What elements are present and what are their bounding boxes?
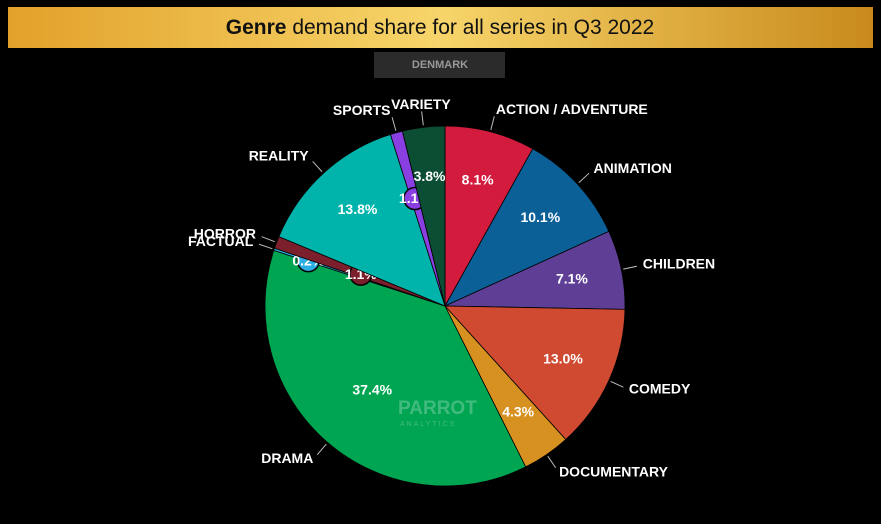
leader-line	[316, 443, 327, 455]
category-label: FACTUAL	[188, 233, 254, 249]
subtitle-box	[374, 52, 505, 78]
category-label: REALITY	[249, 148, 310, 164]
leader-line	[258, 243, 273, 250]
watermark-sub: ANALYTICS	[400, 421, 456, 428]
chart-title: Genre demand share for all series in Q3 …	[226, 16, 654, 39]
category-label: DRAMA	[261, 450, 313, 466]
category-label: SPORTS	[333, 102, 391, 118]
category-label: VARIETY	[391, 96, 451, 112]
category-label: HORROR	[194, 225, 256, 241]
value-label: 13.0%	[543, 350, 583, 366]
leader-line	[610, 380, 624, 388]
leader-line	[421, 111, 424, 126]
watermark: PARROT	[398, 398, 477, 419]
pie-slice	[444, 305, 626, 441]
leader-line	[578, 172, 590, 184]
value-label: 7.1%	[556, 270, 588, 286]
value-label: 8.1%	[462, 171, 494, 187]
leader-line	[391, 117, 397, 131]
leader-line	[623, 265, 638, 270]
title-emphasis: Genre	[226, 16, 287, 39]
leader-line	[312, 161, 323, 173]
category-label: CHILDREN	[643, 256, 715, 272]
value-label: 10.1%	[520, 209, 560, 225]
value-label: 4.3%	[502, 404, 534, 420]
category-label: COMEDY	[629, 380, 691, 396]
pie-slice	[444, 148, 610, 307]
value-label: 13.8%	[338, 201, 378, 217]
category-label: ANIMATION	[594, 160, 672, 176]
title-banner	[8, 7, 873, 48]
value-label: 37.4%	[352, 381, 392, 397]
pie-slice	[444, 125, 534, 308]
leader-line	[547, 455, 557, 469]
title-rest: demand share for all series in Q3 2022	[292, 16, 654, 39]
category-label: DOCUMENTARY	[559, 463, 669, 479]
category-label: ACTION / ADVENTURE	[496, 101, 648, 117]
pie: ACTION / ADVENTURE 8.1% ANIMATION 10.1% CHIL…	[188, 96, 715, 487]
subtitle: DENMARK	[412, 59, 468, 71]
leader-line	[490, 116, 495, 130]
leader-line	[261, 236, 275, 243]
pie-slice	[264, 249, 527, 487]
pie-slice	[401, 125, 446, 307]
pie-slice	[278, 133, 446, 307]
value-label: 3.8%	[414, 168, 446, 184]
